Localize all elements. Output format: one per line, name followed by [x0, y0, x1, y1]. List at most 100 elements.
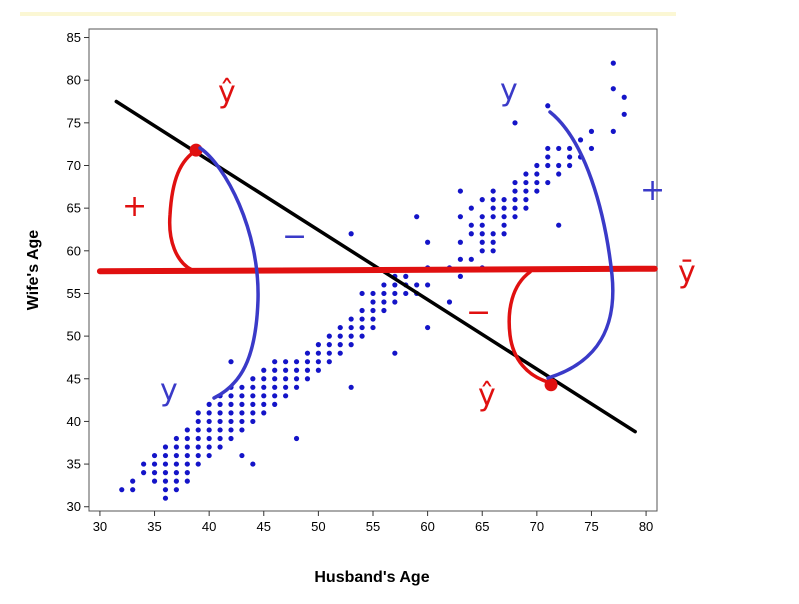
data-point [304, 367, 311, 373]
data-point [348, 316, 354, 322]
data-point [195, 435, 201, 442]
data-point [370, 324, 376, 331]
y-tick-label: 85 [67, 30, 81, 45]
data-point [217, 401, 223, 407]
data-point [162, 478, 169, 484]
data-point [184, 444, 190, 450]
data-point [239, 427, 245, 433]
data-point [162, 470, 169, 476]
data-point [457, 256, 463, 262]
data-point [162, 452, 169, 459]
data-point [250, 393, 256, 399]
data-point [272, 384, 278, 390]
data-point [173, 444, 179, 450]
y-tick-label: 35 [67, 457, 81, 472]
y-tick-label: 60 [67, 243, 81, 258]
data-point [293, 384, 300, 390]
data-point [239, 393, 245, 399]
data-point [501, 214, 507, 220]
data-point [293, 359, 300, 365]
data-point [370, 307, 376, 314]
y-tick-label: 70 [67, 158, 81, 173]
data-point [151, 478, 158, 484]
x-tick-label: 30 [93, 519, 107, 534]
data-point [501, 205, 507, 211]
data-point [359, 290, 365, 297]
annotation-minus-right: − [466, 295, 491, 330]
data-point [250, 376, 256, 382]
data-point [556, 145, 562, 152]
data-point [184, 478, 190, 484]
data-point [610, 60, 616, 66]
data-point [457, 214, 463, 220]
data-point [173, 452, 179, 459]
data-point [359, 333, 365, 339]
data-point [610, 86, 616, 92]
data-point [577, 137, 584, 143]
data-point [228, 359, 234, 365]
data-point [479, 197, 485, 203]
data-point [217, 427, 223, 433]
data-point [512, 188, 518, 194]
data-point [534, 179, 540, 186]
data-point [250, 384, 256, 390]
data-point [457, 239, 463, 245]
data-point [239, 452, 245, 459]
y-tick-label: 75 [67, 115, 81, 130]
data-point [315, 367, 321, 373]
data-point [425, 324, 431, 331]
data-point [162, 487, 169, 493]
data-point [184, 427, 190, 433]
x-tick-label: 75 [584, 519, 598, 534]
data-point [523, 188, 529, 194]
x-tick-label: 65 [475, 519, 489, 534]
data-point [184, 461, 190, 467]
data-point [425, 282, 431, 288]
y-tick-label: 30 [67, 499, 81, 514]
data-point [304, 376, 311, 382]
data-point [206, 427, 212, 433]
data-point [151, 452, 158, 459]
data-point [523, 197, 529, 203]
data-point [567, 145, 573, 152]
data-point [228, 393, 234, 399]
data-point [545, 154, 551, 160]
data-point [217, 444, 223, 450]
x-tick-label: 35 [147, 519, 161, 534]
data-point [348, 231, 354, 237]
data-point [392, 350, 398, 356]
data-point [184, 452, 190, 459]
data-point [173, 461, 179, 467]
data-point [326, 342, 332, 348]
data-point [403, 290, 409, 297]
data-point [501, 231, 507, 237]
data-point [512, 205, 518, 211]
data-point [337, 324, 343, 331]
data-point [468, 205, 474, 211]
data-point [293, 367, 300, 373]
data-point [348, 384, 354, 390]
data-point [228, 435, 234, 442]
data-point [184, 435, 190, 442]
annotation-y-bar: ȳ [678, 255, 696, 290]
data-point [315, 359, 321, 365]
data-point [195, 461, 201, 467]
data-point [370, 299, 376, 305]
data-point [490, 248, 496, 254]
data-point [162, 444, 169, 450]
data-point [556, 222, 562, 228]
data-point [446, 299, 453, 305]
data-point [479, 239, 485, 245]
data-point [457, 188, 463, 194]
data-point [315, 350, 321, 356]
data-point [501, 222, 507, 228]
data-point [523, 205, 529, 211]
data-point [206, 444, 212, 450]
data-point [239, 384, 245, 390]
data-point [217, 435, 223, 442]
x-tick-label: 80 [639, 519, 653, 534]
y-tick-label: 45 [67, 371, 81, 386]
data-point [490, 197, 496, 203]
data-point [250, 401, 256, 407]
blue-arc-left [198, 146, 260, 400]
